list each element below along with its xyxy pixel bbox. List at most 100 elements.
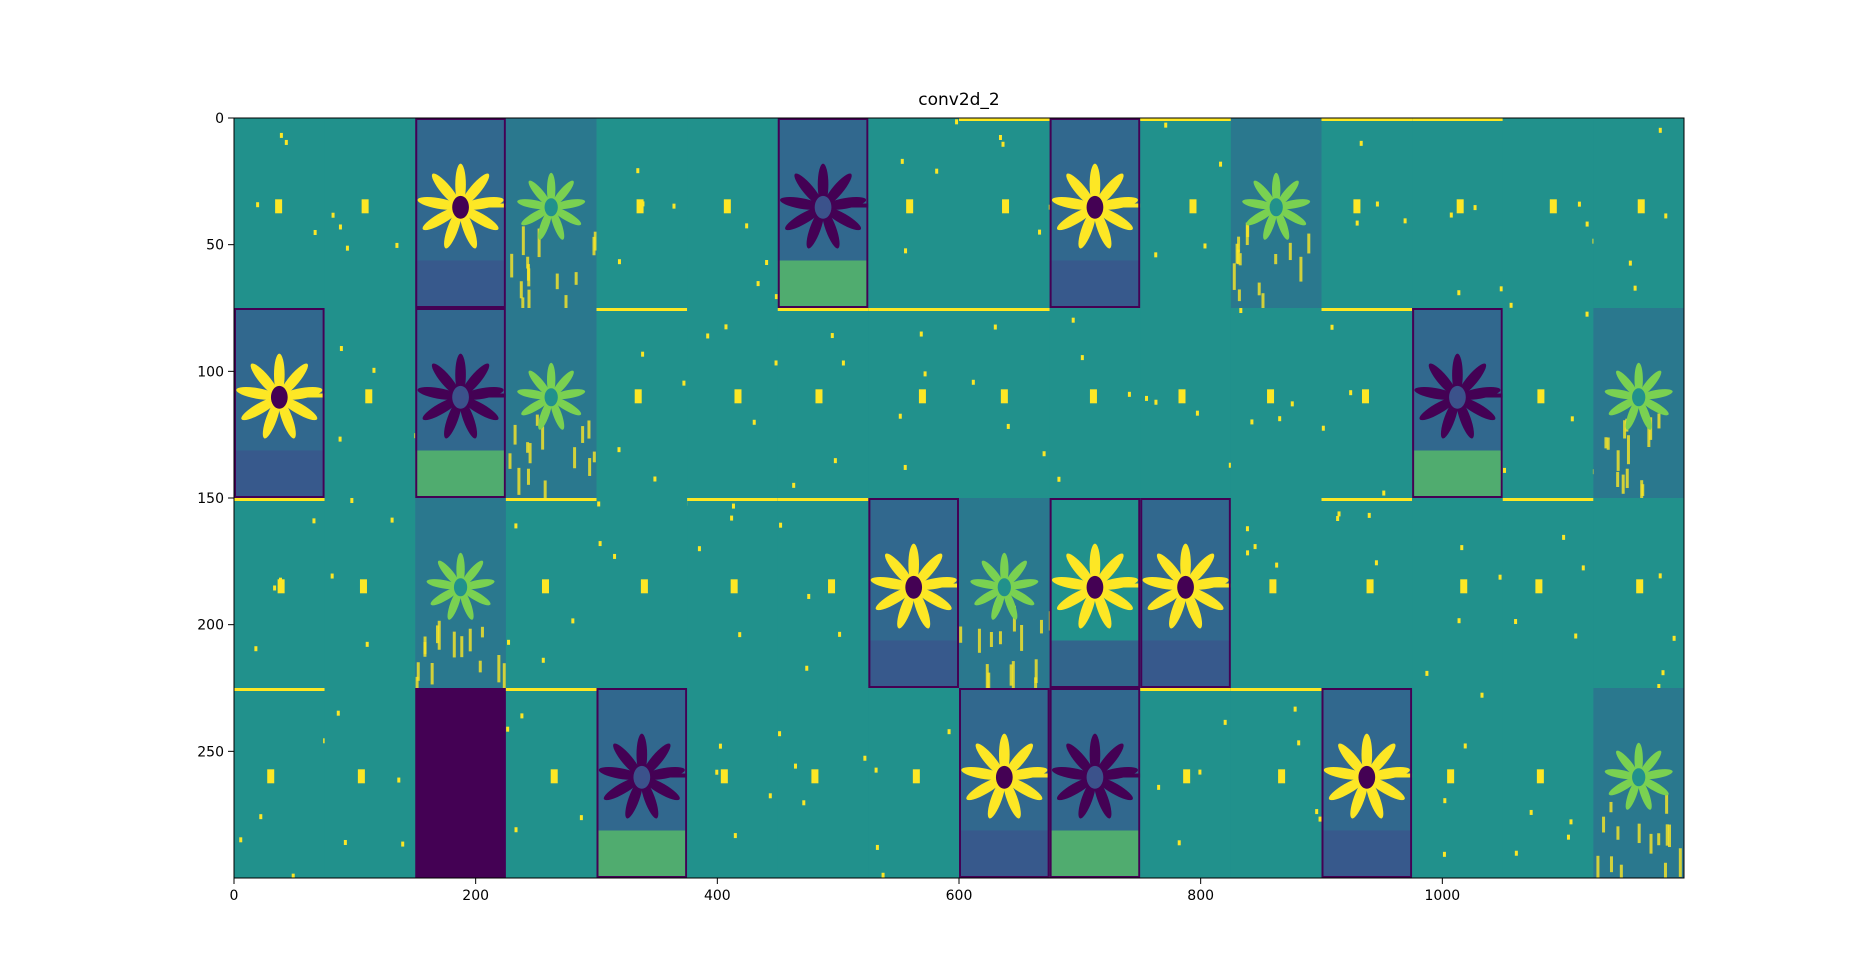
x-tick-label: 0 — [230, 888, 239, 904]
petal — [431, 173, 460, 207]
speck — [331, 212, 335, 218]
speck — [900, 158, 904, 164]
tile — [1230, 308, 1322, 499]
petal — [1096, 777, 1133, 801]
petal — [1066, 173, 1095, 207]
petal — [459, 209, 478, 249]
spot — [550, 769, 558, 784]
petal — [1367, 743, 1396, 777]
grass — [1665, 824, 1669, 846]
petal — [1338, 743, 1367, 777]
petal — [1078, 779, 1096, 819]
speck — [1425, 670, 1429, 676]
spot — [357, 769, 365, 784]
grass — [521, 226, 525, 256]
petal — [1056, 587, 1094, 611]
grass — [587, 420, 591, 439]
petal — [1006, 766, 1048, 780]
spot — [267, 769, 275, 784]
speck — [833, 458, 837, 464]
speck — [1203, 243, 1207, 249]
edge — [777, 308, 869, 311]
speck — [1672, 635, 1676, 641]
petal — [884, 553, 914, 587]
frame — [1321, 688, 1413, 878]
petal — [1156, 553, 1185, 587]
speck — [672, 203, 676, 209]
speck — [998, 134, 1002, 140]
petal — [280, 397, 318, 421]
speck — [1355, 220, 1359, 226]
grass — [521, 297, 525, 317]
speck — [1633, 285, 1637, 291]
petal — [1634, 742, 1643, 776]
petal — [1004, 560, 1027, 587]
speck — [778, 731, 782, 737]
grass — [1307, 233, 1311, 254]
edge — [1140, 688, 1231, 691]
petal — [1440, 399, 1459, 439]
speck — [254, 646, 258, 652]
petal — [1328, 777, 1366, 801]
petal — [546, 172, 556, 206]
petal — [987, 779, 1006, 819]
edge — [234, 688, 325, 691]
speck — [1460, 545, 1464, 551]
tile — [868, 118, 960, 309]
petal — [455, 163, 466, 206]
grass — [1009, 664, 1013, 686]
flower-center — [1086, 575, 1104, 599]
flower-center — [633, 765, 651, 789]
grass — [1238, 253, 1242, 266]
speck — [1164, 122, 1168, 128]
ground — [777, 260, 869, 308]
petal — [1051, 196, 1094, 210]
petal — [1000, 552, 1009, 586]
petal — [461, 587, 491, 606]
grass — [1034, 659, 1038, 684]
petal — [1271, 172, 1281, 206]
frame — [777, 118, 869, 308]
spot — [1636, 579, 1644, 594]
ground — [1049, 260, 1141, 308]
petal — [806, 209, 824, 249]
grass — [543, 480, 547, 502]
speck — [239, 837, 243, 843]
petal — [1005, 579, 1039, 590]
grass — [1623, 420, 1627, 439]
speck — [898, 413, 902, 419]
frame — [868, 498, 959, 688]
petal — [538, 208, 552, 240]
grass — [1274, 254, 1278, 265]
speck — [1239, 308, 1243, 314]
petal — [462, 207, 499, 231]
tile — [324, 498, 416, 689]
petal — [273, 353, 285, 396]
tile — [505, 498, 597, 689]
tile — [1230, 688, 1322, 878]
speck — [807, 593, 811, 599]
speck — [1127, 391, 1131, 397]
speck — [1293, 706, 1297, 712]
flower-center — [544, 198, 558, 217]
speck — [1177, 840, 1181, 846]
petal — [598, 766, 640, 780]
x-tick-label: 800 — [1187, 888, 1214, 904]
grass — [460, 636, 464, 658]
petal — [552, 397, 582, 416]
speck — [1349, 390, 1353, 396]
petal — [455, 353, 466, 396]
speck — [731, 503, 735, 509]
ground — [415, 260, 506, 308]
tile — [1412, 498, 1504, 689]
speck — [792, 482, 796, 488]
petal — [437, 560, 461, 587]
speck — [793, 763, 797, 769]
petal — [1275, 208, 1290, 240]
petal — [640, 779, 659, 819]
tile — [868, 308, 960, 499]
tile — [1502, 308, 1594, 499]
speck — [617, 447, 621, 453]
speck — [401, 841, 405, 847]
